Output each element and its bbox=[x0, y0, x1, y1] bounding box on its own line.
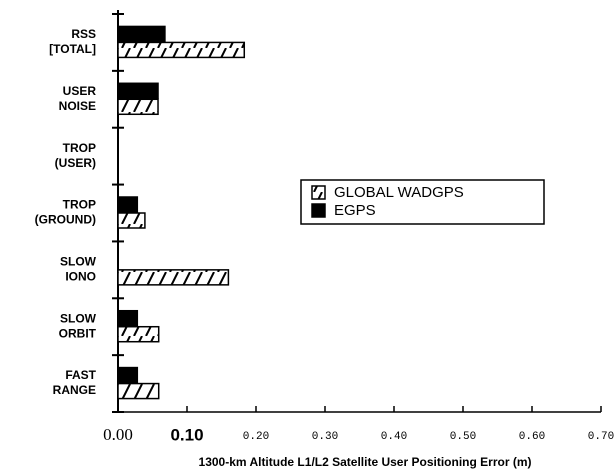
x-tick-label: 0.30 bbox=[312, 431, 338, 443]
bar bbox=[117, 309, 139, 327]
bar bbox=[117, 196, 139, 213]
y-tick-label: FAST bbox=[65, 368, 96, 382]
legend-label: GLOBAL WADGPS bbox=[334, 184, 464, 201]
legend-box bbox=[300, 179, 545, 225]
y-tick-label: NOISE bbox=[59, 99, 96, 113]
y-tick-label: (USER) bbox=[55, 156, 96, 170]
bar bbox=[117, 366, 139, 384]
y-tick-label: ORBIT bbox=[59, 326, 97, 340]
legend-swatch bbox=[311, 185, 326, 200]
bar bbox=[117, 82, 159, 100]
bar bbox=[117, 41, 246, 59]
bar bbox=[117, 325, 160, 343]
bar bbox=[117, 269, 230, 286]
y-tick-label: RSS bbox=[71, 27, 96, 41]
y-tick-label: USER bbox=[63, 84, 97, 98]
y-tick-label: [TOTAL] bbox=[49, 42, 96, 56]
legend-swatch bbox=[311, 203, 326, 218]
x-tick-label: 0.70 bbox=[588, 431, 614, 443]
y-tick-label: (GROUND) bbox=[35, 213, 96, 227]
legend-label: EGPS bbox=[334, 202, 376, 219]
x-tick-label: 0.10 bbox=[170, 425, 203, 444]
y-tick-label: SLOW bbox=[60, 311, 97, 325]
y-tick-label: TROP bbox=[63, 198, 96, 212]
x-tick-label: 0.40 bbox=[381, 431, 407, 443]
x-tick-label: 0.50 bbox=[450, 431, 476, 443]
x-tick-label: 0.20 bbox=[243, 431, 269, 443]
y-tick-label: SLOW bbox=[60, 255, 97, 269]
x-axis-label: 1300-km Altitude L1/L2 Satellite User Po… bbox=[199, 455, 532, 469]
y-tick-label: RANGE bbox=[53, 383, 96, 397]
bar bbox=[117, 212, 146, 229]
y-tick-label: TROP bbox=[63, 141, 96, 155]
bar bbox=[117, 98, 159, 116]
y-tick-label: IONO bbox=[65, 270, 96, 284]
x-tick-label: 0.00 bbox=[103, 425, 133, 444]
x-tick-label: 0.60 bbox=[519, 431, 545, 443]
bar bbox=[117, 382, 160, 400]
bar bbox=[117, 25, 166, 43]
